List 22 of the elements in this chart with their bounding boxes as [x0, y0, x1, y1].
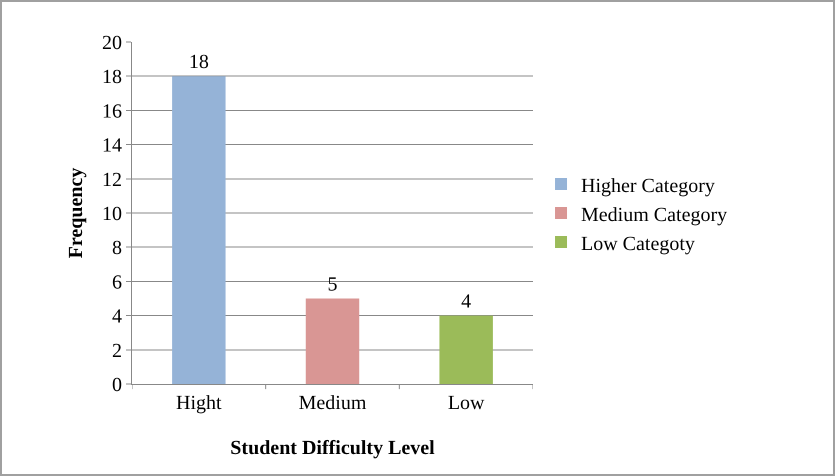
y-tick-label: 16 — [102, 100, 122, 122]
data-label: 4 — [461, 290, 472, 313]
x-tick-label: Hight — [176, 392, 222, 414]
x-tick-label: Low — [448, 392, 486, 414]
y-tick-label: 10 — [102, 203, 122, 225]
y-axis-title: Frequency — [65, 168, 87, 258]
y-tick-label: 4 — [112, 306, 122, 328]
legend-label: Medium Category — [581, 204, 728, 226]
y-tick-label: 2 — [112, 340, 122, 362]
y-tick-label: 6 — [112, 271, 122, 294]
legend-label: Low Categoty — [581, 232, 695, 255]
x-axis-title: Student Difficulty Level — [230, 437, 436, 459]
y-tick-label: 12 — [102, 168, 122, 191]
x-tick-label: Medium — [298, 392, 367, 414]
legend-label: Higher Category — [581, 174, 715, 197]
y-tick-label: 20 — [102, 32, 122, 54]
y-tick-label: 0 — [112, 374, 122, 396]
data-label: 18 — [188, 51, 209, 74]
y-tick-label: 8 — [112, 237, 122, 260]
data-label: 5 — [328, 274, 338, 296]
y-tick-label: 14 — [102, 134, 122, 157]
y-tick-label: 18 — [102, 66, 122, 88]
